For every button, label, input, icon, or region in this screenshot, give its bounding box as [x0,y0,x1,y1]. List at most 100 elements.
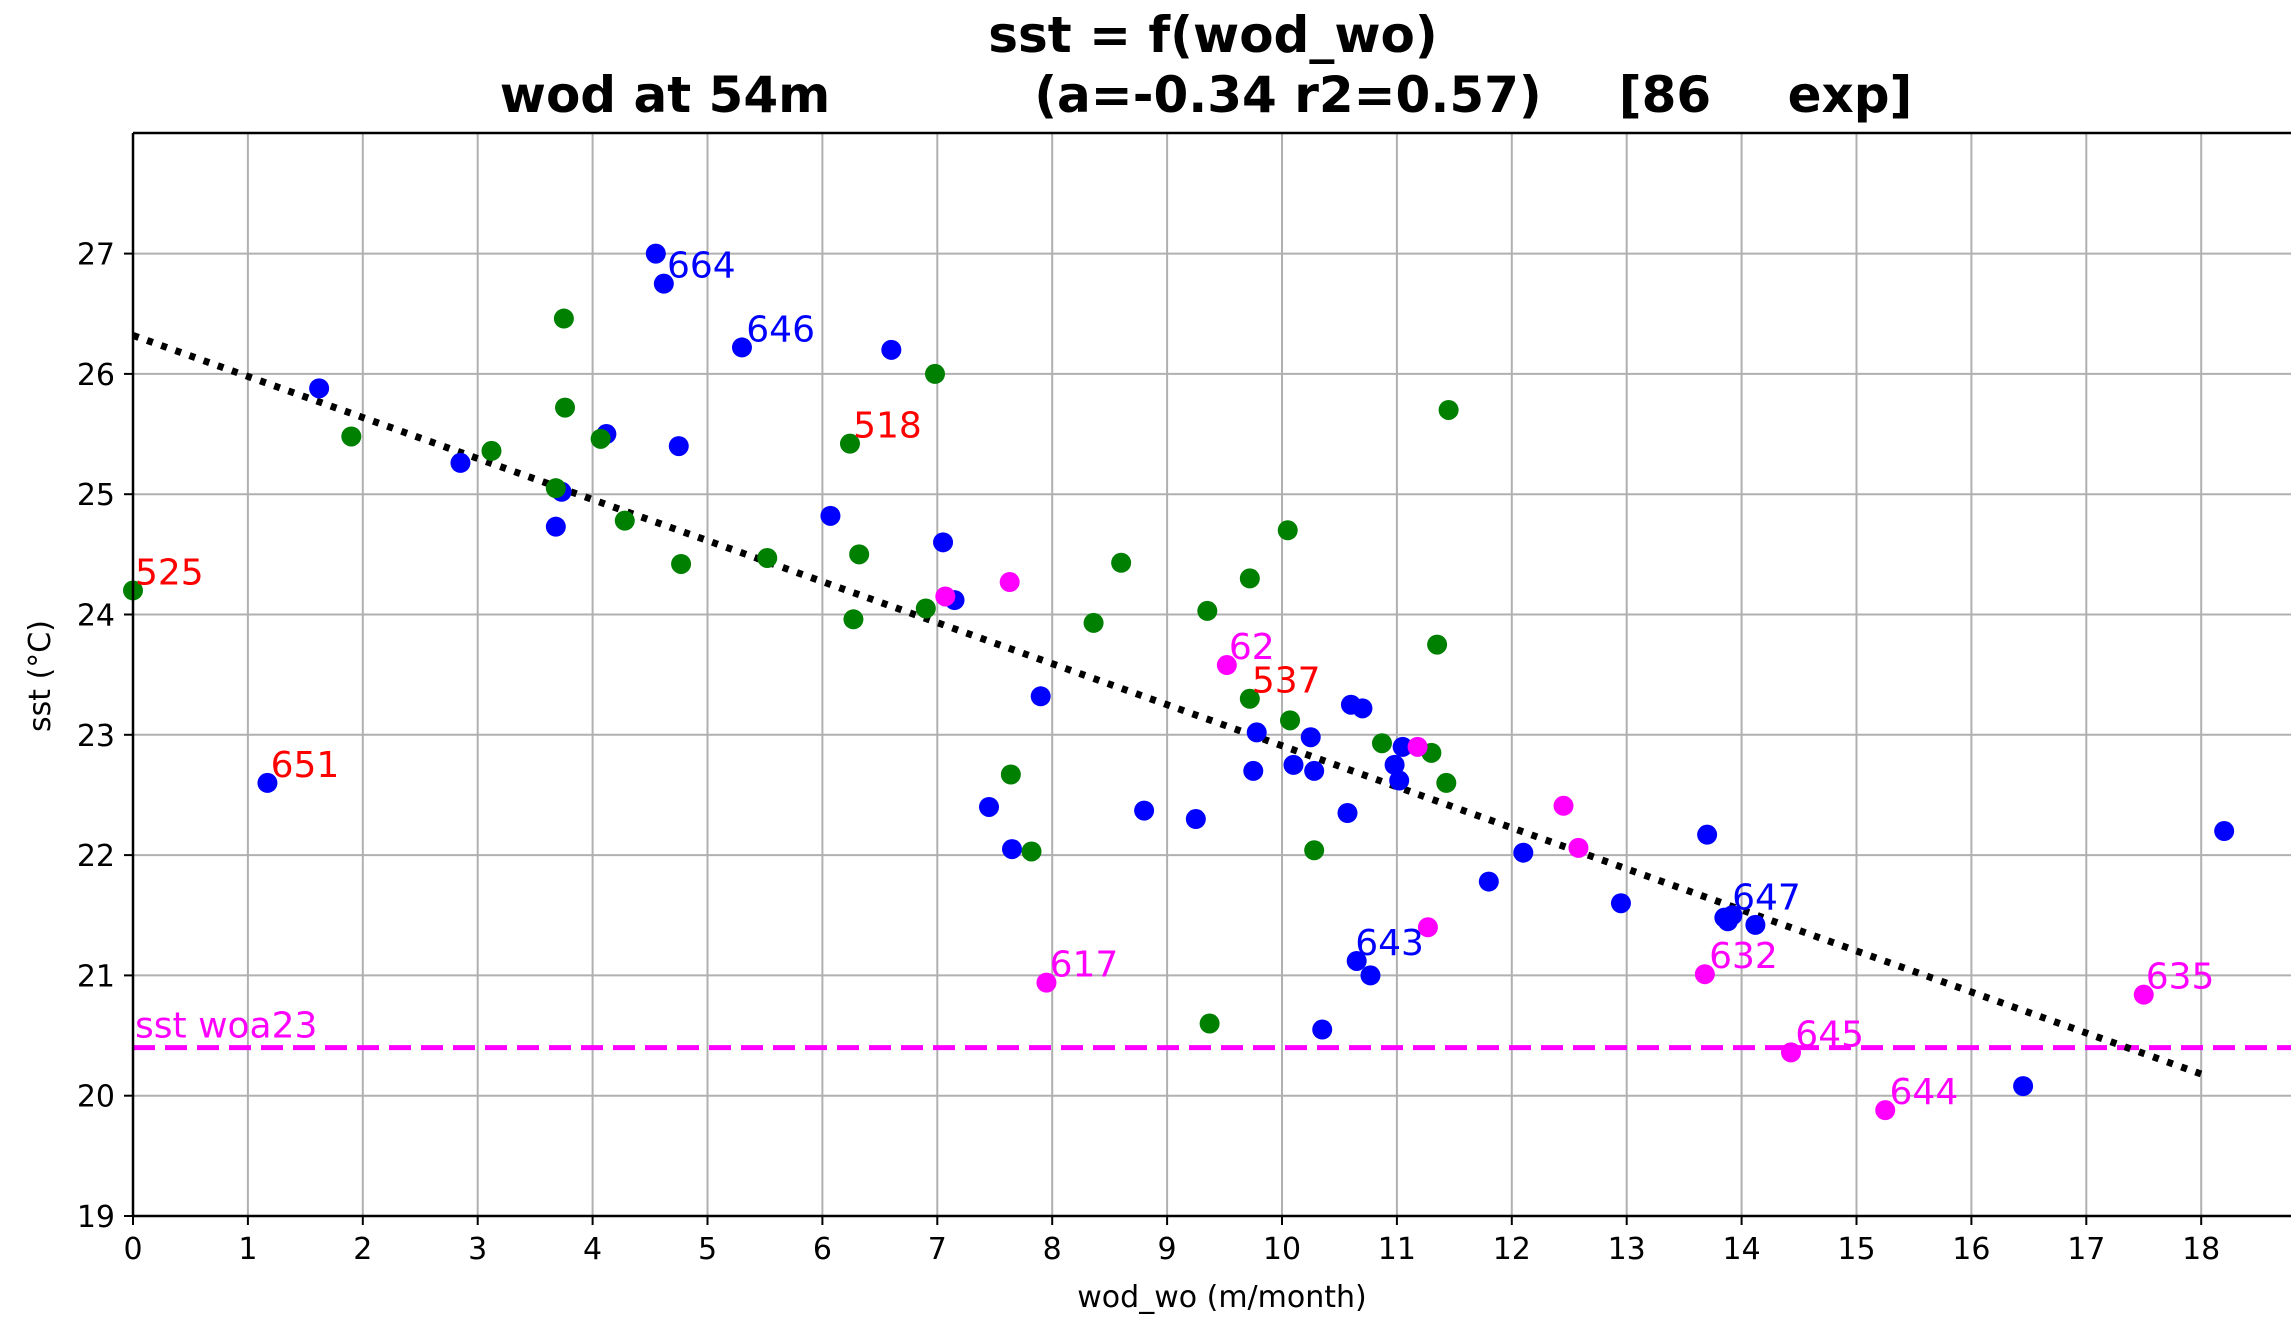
data-point-blue [979,796,1000,817]
chart-title-line2-part1: wod at 54m [500,66,830,124]
data-point-blue [257,772,278,793]
data-point-blue [1001,839,1022,860]
data-point-green [1304,840,1325,861]
y-tick-label: 19 [77,1200,115,1235]
reference-line-group: sst woa23 [133,1006,2291,1051]
data-point-blue [1513,842,1534,863]
data-point-green [1427,634,1448,655]
point-label: 632 [1709,936,1778,977]
point-label: 643 [1355,923,1424,964]
point-label: 617 [1050,945,1119,986]
chart-title-line1: sst = f(wod_wo) [988,6,1437,64]
x-tick-label: 14 [1723,1232,1761,1267]
data-point-magenta [1694,964,1715,985]
data-point-green [925,363,946,384]
data-point-magenta [999,572,1020,593]
point-label: 651 [271,745,340,786]
data-point-magenta [2133,984,2154,1005]
data-points [123,243,2235,1121]
data-point-magenta [1568,837,1589,858]
data-point-magenta [1781,1042,1802,1063]
x-tick-label: 12 [1493,1232,1531,1267]
data-point-green [1438,399,1459,420]
y-tick-label: 25 [77,478,115,513]
data-point-green [671,553,692,574]
data-point-blue [1392,736,1413,757]
regression-line [131,332,2203,1078]
data-point-green [839,433,860,454]
data-point-blue [933,532,954,553]
data-point-magenta [1417,917,1438,938]
data-point-green [849,544,870,565]
data-point-green [757,547,778,568]
data-point-blue [1246,722,1267,743]
x-tick-label: 7 [928,1232,947,1267]
data-point-blue [1389,770,1410,791]
data-point-green [843,609,864,630]
data-point-green [915,598,936,619]
data-point-blue [545,516,566,537]
data-point-blue [1697,824,1718,845]
x-tick-label: 2 [353,1232,372,1267]
axes [124,131,2291,1225]
data-point-magenta [1036,972,1057,993]
data-point-green [553,308,574,329]
point-label: 644 [1890,1072,1959,1113]
reference-line-label: sst woa23 [135,1006,317,1047]
y-tick-label: 26 [77,358,115,393]
data-point-blue [668,436,689,457]
data-point-green [1083,612,1104,633]
data-point-blue [1312,1019,1333,1040]
data-point-blue [2214,821,2235,842]
regression-line-group [131,332,2203,1078]
data-point-green [1000,764,1021,785]
x-tick-label: 9 [1158,1232,1177,1267]
data-point-green [1199,1013,1220,1034]
data-point-blue [450,452,471,473]
data-point-blue [1360,965,1381,986]
data-point-green [1197,600,1218,621]
data-point-blue [1722,905,1743,926]
data-point-blue [1337,802,1358,823]
x-tick-label: 0 [123,1232,142,1267]
y-tick-label: 20 [77,1080,115,1115]
data-point-magenta [935,586,956,607]
point-label: 645 [1795,1014,1864,1055]
data-point-blue [1346,950,1367,971]
data-point-green [1277,520,1298,541]
data-point-magenta [1553,795,1574,816]
data-point-blue [1610,893,1631,914]
y-tick-label: 21 [77,959,115,994]
data-point-blue [1300,727,1321,748]
data-point-green [555,397,576,418]
data-point-blue [1243,760,1264,781]
x-tick-label: 10 [1263,1232,1301,1267]
data-point-magenta [1407,736,1428,757]
chart-title-line2-part3: [86 [1619,66,1711,124]
y-axis-label: sst (°C) [23,620,58,732]
x-tick-label: 18 [2182,1232,2220,1267]
point-label: 646 [746,309,815,350]
data-point-green [481,440,502,461]
data-point-blue [1283,754,1304,775]
data-point-magenta [1216,655,1237,676]
data-point-magenta [1875,1100,1896,1121]
point-label: 635 [2146,957,2215,998]
data-point-blue [881,339,902,360]
data-point-blue [1134,800,1155,821]
point-label: 62 [1229,627,1275,668]
data-point-blue [309,378,330,399]
data-point-green [1239,688,1260,709]
data-point-green [1371,733,1392,754]
point-label: 537 [1252,661,1321,702]
tick-labels: 0 1 2 3 4 5 6 7 8 9 10 11 12 13 14 15 16 17 18192021222324… [77,238,2220,1267]
x-tick-label: 4 [583,1232,602,1267]
grid [132,133,2291,1217]
data-point-blue [1304,760,1325,781]
chart-title-line2-part4: exp] [1788,66,1913,124]
data-point-green [614,510,635,531]
data-point-blue [820,505,841,526]
y-tick-label: 27 [77,238,115,273]
data-point-blue [653,273,674,294]
